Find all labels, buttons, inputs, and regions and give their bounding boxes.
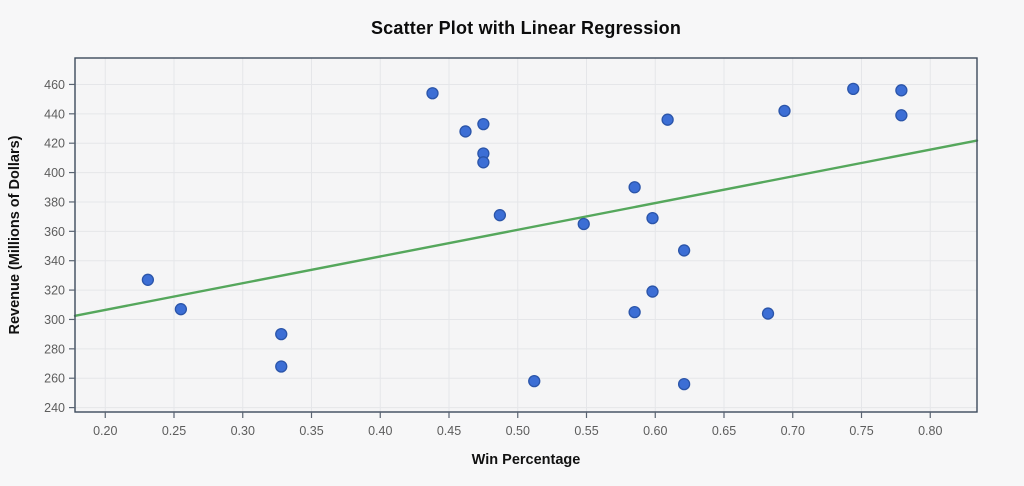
y-tick-label: 460	[44, 78, 65, 92]
x-tick-label: 0.80	[918, 424, 942, 438]
x-tick-label: 0.50	[506, 424, 530, 438]
y-tick-label: 340	[44, 254, 65, 268]
data-point	[426, 87, 439, 100]
plot-area	[75, 58, 977, 412]
y-tick-label: 320	[44, 284, 65, 298]
x-tick-label: 0.20	[93, 424, 117, 438]
y-tick-label: 380	[44, 195, 65, 209]
data-point	[661, 113, 674, 126]
data-point	[895, 84, 908, 97]
data-point	[778, 104, 791, 118]
x-tick-label: 0.55	[574, 424, 598, 438]
x-tick-label: 0.45	[437, 424, 461, 438]
data-point	[174, 303, 188, 316]
regression-line	[73, 139, 979, 317]
data-point	[275, 360, 288, 373]
data-point	[646, 211, 659, 225]
x-tick-label: 0.25	[162, 424, 186, 438]
x-axis-title: Win Percentage	[471, 452, 581, 468]
x-tick-label: 0.60	[643, 424, 667, 438]
y-tick-label: 260	[44, 372, 65, 386]
y-tick-label: 240	[44, 401, 65, 415]
x-tick-label: 0.70	[781, 424, 805, 438]
y-tick-label: 400	[44, 166, 65, 180]
plot-border	[74, 57, 978, 413]
data-point	[493, 209, 507, 222]
data-point	[677, 377, 691, 391]
data-point	[761, 307, 775, 320]
data-point	[459, 125, 472, 138]
y-tick-label: 300	[44, 313, 65, 327]
data-point	[275, 327, 288, 341]
data-point	[895, 109, 908, 122]
data-point	[847, 82, 860, 95]
y-tick-label: 280	[44, 342, 65, 356]
data-point	[577, 217, 590, 231]
data-point	[477, 117, 490, 131]
chart-title: Scatter Plot with Linear Regression	[370, 18, 682, 38]
data-point	[677, 244, 691, 257]
x-tick-label: 0.65	[712, 424, 736, 438]
y-tick-label: 360	[44, 225, 65, 239]
data-point	[477, 156, 490, 169]
y-tick-label: 440	[44, 107, 65, 121]
data-point	[528, 375, 541, 388]
data-point	[141, 273, 155, 286]
data-point	[646, 285, 659, 298]
x-tick-label: 0.35	[299, 424, 323, 438]
data-point	[628, 305, 641, 319]
data-point	[628, 181, 641, 194]
x-tick-label: 0.40	[368, 424, 392, 438]
y-tick-label: 420	[44, 137, 65, 151]
x-tick-label: 0.30	[231, 424, 255, 438]
x-tick-label: 0.75	[849, 424, 873, 438]
